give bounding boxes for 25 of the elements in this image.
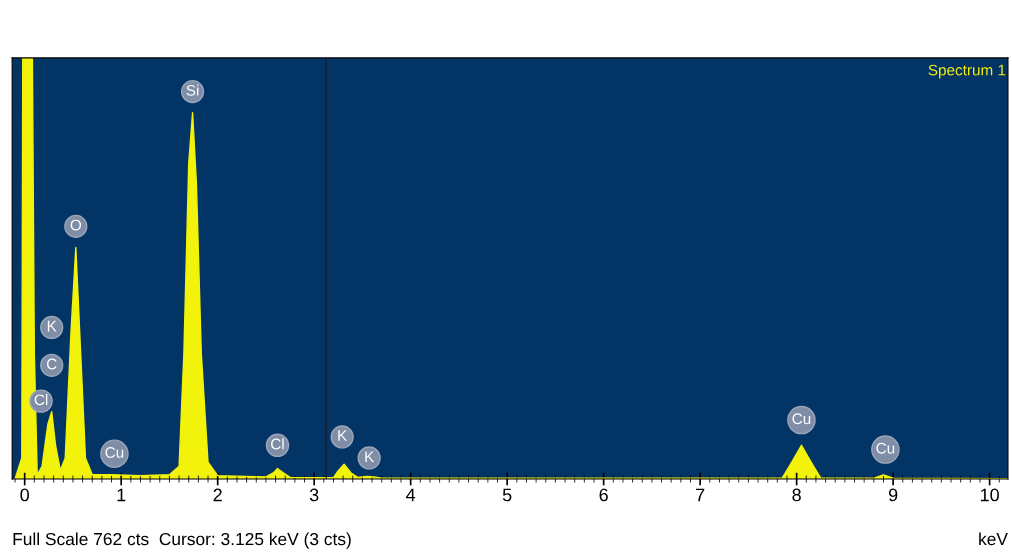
annotation: Cu	[105, 447, 124, 458]
annotation: Si	[186, 84, 199, 96]
x-tick-label: 5	[502, 488, 512, 502]
annotation: C	[46, 358, 57, 370]
annotation: K	[338, 430, 348, 441]
annotation: Cl	[271, 438, 284, 450]
annotation: K	[365, 451, 375, 462]
annotation: Spectrum 1	[928, 64, 1006, 79]
text: Full Scale 762 cts Cursor: 3.125 keV (3 cts)	[13, 532, 351, 549]
annotation: Cl	[34, 394, 48, 406]
x-tick-label: 7	[696, 488, 705, 502]
annotation: O	[70, 219, 82, 231]
x-tick-label: 3	[309, 488, 319, 502]
x-tick-label: 4	[406, 488, 416, 502]
x-tick-label: 10	[980, 488, 999, 502]
x-axis-title: keV	[979, 532, 1008, 546]
annotation: K	[47, 320, 57, 332]
annotation: Cu	[876, 442, 895, 454]
x-tick-label: 0	[20, 488, 29, 502]
x-tick-label: 1	[117, 488, 126, 502]
x-tick-label: 2	[213, 488, 222, 502]
x-tick-label: 6	[599, 488, 608, 502]
annotation: Cu	[792, 413, 811, 425]
x-tick-label: 9	[888, 488, 898, 502]
x-tick-label: 8	[792, 488, 801, 502]
